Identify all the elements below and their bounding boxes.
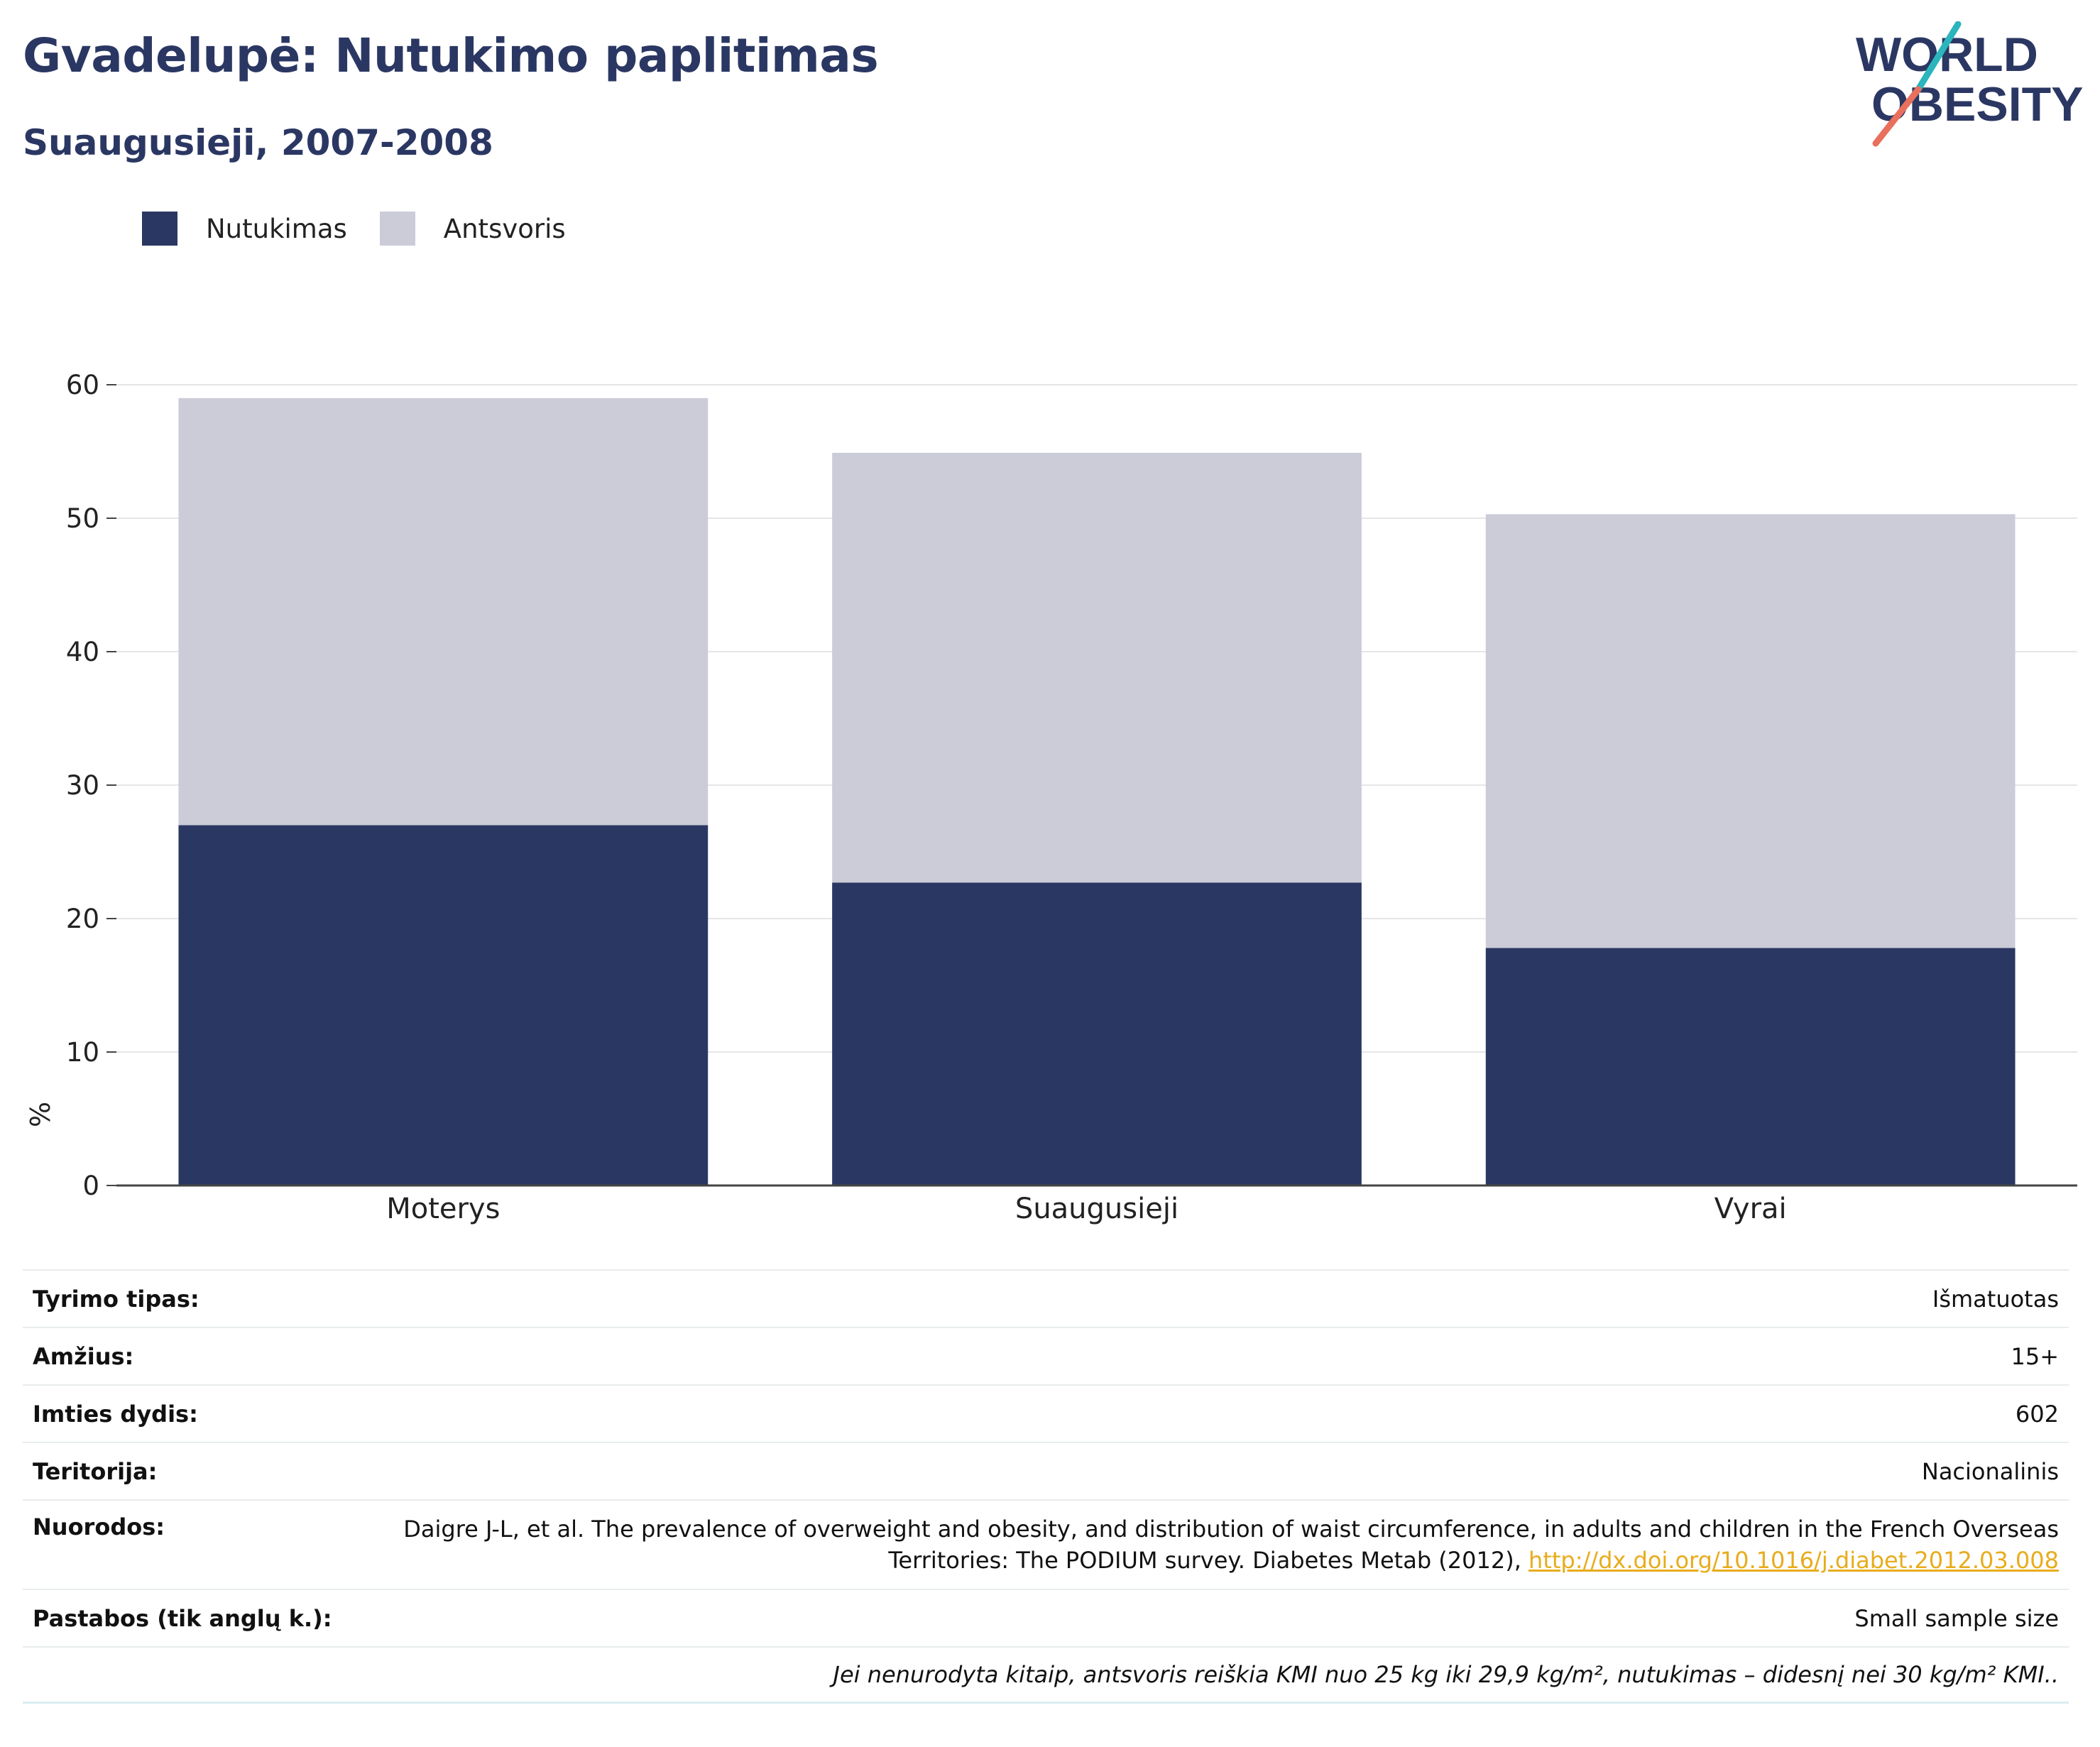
reference-link[interactable]: http://dx.doi.org/10.1016/j.diabet.2012.… xyxy=(1528,1547,2059,1574)
legend-label-overweight: Antsvoris xyxy=(443,213,566,244)
meta-key: Pastabos (tik anglų k.): xyxy=(33,1604,332,1632)
meta-key: Nuorodos: xyxy=(33,1513,165,1540)
x-axis-ticks: Moterys Suaugusieji Vyrai xyxy=(386,1193,1786,1225)
bar-obesity[interactable] xyxy=(178,825,709,1185)
reference-text: Daigre J-L, et al. The prevalence of ove… xyxy=(403,1516,2059,1574)
meta-row-references: Nuorodos: Daigre J-L, et al. The prevale… xyxy=(23,1499,2069,1589)
meta-key: Tyrimo tipas: xyxy=(33,1285,199,1313)
y-tick-label: 60 xyxy=(66,370,99,400)
x-tick-label: Suaugusieji xyxy=(1015,1193,1178,1225)
bar-obesity[interactable] xyxy=(832,882,1362,1185)
y-tick-label: 40 xyxy=(66,637,99,667)
reference-citation: Daigre J-L, et al. The prevalence of ove… xyxy=(369,1513,2059,1576)
bars xyxy=(178,398,2016,1185)
meta-value: 15+ xyxy=(2011,1342,2059,1370)
chart-legend: Nutukimas Antsvoris xyxy=(142,210,598,247)
meta-value: Small sample size xyxy=(1854,1604,2059,1632)
logo-text-world: WORLD xyxy=(1856,28,2038,82)
logo-slash-bottom xyxy=(1872,86,1922,147)
y-tick-label: 20 xyxy=(66,904,99,934)
meta-row-age: Amžius: 15+ xyxy=(23,1327,2069,1384)
world-obesity-logo: WORLD OBESITY xyxy=(1856,21,2084,147)
x-tick-label: Moterys xyxy=(386,1193,500,1225)
bar-overweight[interactable] xyxy=(1485,514,2016,948)
y-tick-label: 10 xyxy=(66,1037,99,1068)
meta-key: Teritorija: xyxy=(33,1457,158,1485)
legend-item-overweight[interactable]: Antsvoris xyxy=(379,212,566,246)
meta-value: 602 xyxy=(2015,1400,2059,1428)
meta-row-footnote: Jei nenurodyta kitaip, antsvoris reiškia… xyxy=(23,1646,2069,1704)
meta-key: Imties dydis: xyxy=(33,1400,198,1428)
page-subtitle: Suaugusieji, 2007-2008 xyxy=(23,122,493,163)
logo-slash-top xyxy=(1915,21,1962,93)
meta-key: Amžius: xyxy=(33,1342,134,1370)
bar-overweight[interactable] xyxy=(832,452,1362,883)
legend-item-obesity[interactable]: Nutukimas xyxy=(142,212,347,246)
meta-row-survey-type: Tyrimo tipas: Išmatuotas xyxy=(23,1269,2069,1327)
meta-row-sample-size: Imties dydis: 602 xyxy=(23,1384,2069,1442)
legend-swatch-obesity xyxy=(142,212,177,246)
y-axis-ticks: 0 10 20 30 40 50 60 xyxy=(66,370,116,1201)
y-tick-label: 30 xyxy=(66,770,99,801)
legend-swatch-overweight xyxy=(379,212,415,246)
meta-value: Išmatuotas xyxy=(1932,1285,2059,1313)
page-title: Gvadelupė: Nutukimo paplitimas xyxy=(23,28,879,83)
metadata-table: Tyrimo tipas: Išmatuotas Amžius: 15+ Imt… xyxy=(23,1269,2069,1704)
footnote: Jei nenurodyta kitaip, antsvoris reiškia… xyxy=(833,1661,2060,1688)
meta-value: Nacionalinis xyxy=(1921,1457,2059,1485)
meta-row-territory: Teritorija: Nacionalinis xyxy=(23,1442,2069,1499)
y-tick-label: 50 xyxy=(66,503,99,534)
legend-label-obesity: Nutukimas xyxy=(206,213,347,244)
meta-row-notes: Pastabos (tik anglų k.): Small sample si… xyxy=(23,1589,2069,1646)
y-axis-label: % xyxy=(25,1102,56,1127)
y-tick-label: 0 xyxy=(82,1171,99,1201)
bar-overweight[interactable] xyxy=(178,398,709,826)
x-tick-label: Vyrai xyxy=(1715,1193,1787,1225)
bar-chart: 0 10 20 30 40 50 60 Moterys Suaugusieji Vyrai % xyxy=(25,370,2077,1225)
bar-obesity[interactable] xyxy=(1485,948,2016,1185)
